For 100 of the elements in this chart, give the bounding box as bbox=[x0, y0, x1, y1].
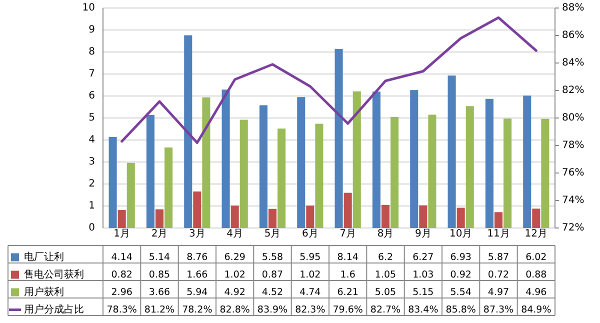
y2-tick-label: 84% bbox=[562, 58, 584, 69]
bar bbox=[306, 206, 314, 228]
data-label: 83.4% bbox=[408, 304, 438, 316]
data-label: 4.92 bbox=[224, 286, 246, 298]
bar bbox=[381, 204, 390, 228]
x-tick-label: 10月 bbox=[449, 228, 472, 240]
bar bbox=[184, 35, 192, 228]
bar bbox=[419, 205, 428, 228]
data-label: 1.05 bbox=[374, 269, 396, 280]
data-label: 1.66 bbox=[186, 269, 208, 280]
data-label: 4.97 bbox=[488, 286, 510, 298]
data-label: 5.95 bbox=[300, 252, 321, 263]
bar bbox=[118, 210, 126, 228]
y-tick-label: 10 bbox=[82, 2, 95, 14]
data-label: 1.03 bbox=[412, 269, 434, 280]
bar bbox=[485, 98, 494, 228]
bar bbox=[222, 90, 230, 228]
y2-tick-label: 78% bbox=[562, 140, 584, 152]
x-tick-label: 12月 bbox=[524, 228, 548, 240]
data-label: 0.82 bbox=[111, 269, 132, 280]
bar bbox=[523, 96, 532, 228]
data-label: 6.21 bbox=[337, 286, 358, 298]
line-series bbox=[120, 16, 538, 144]
x-tick-label: 8月 bbox=[377, 228, 394, 240]
data-label: 6.02 bbox=[526, 252, 547, 263]
y-tick-label: 5 bbox=[88, 112, 95, 124]
y-tick-label: 7 bbox=[88, 68, 95, 80]
x-tick-label: 5月 bbox=[264, 228, 281, 240]
bar bbox=[202, 97, 210, 228]
x-tick-label: 7月 bbox=[340, 228, 356, 240]
bar bbox=[410, 90, 418, 228]
bar bbox=[146, 114, 154, 228]
y-tick-label: 0 bbox=[88, 222, 95, 234]
legend-label: 用户获利 bbox=[24, 286, 64, 298]
data-label: 78.3% bbox=[106, 304, 137, 316]
y2-tick-label: 74% bbox=[562, 195, 584, 206]
data-label: 0.85 bbox=[148, 269, 170, 280]
x-tick-label: 2月 bbox=[151, 228, 168, 240]
data-label: 5.58 bbox=[262, 252, 284, 263]
data-label: 3.66 bbox=[148, 286, 170, 298]
bar bbox=[448, 76, 456, 228]
y2-tick-label: 80% bbox=[562, 112, 584, 124]
bar bbox=[456, 208, 465, 228]
bar bbox=[504, 118, 512, 228]
data-label: 1.6 bbox=[340, 269, 356, 280]
x-tick-label: 1月 bbox=[114, 228, 130, 240]
data-label: 4.14 bbox=[111, 252, 132, 263]
legend-label: 售电公司获利 bbox=[24, 268, 84, 280]
bar bbox=[164, 147, 173, 228]
data-label: 1.02 bbox=[224, 269, 246, 280]
x-tick-label: 3月 bbox=[188, 228, 206, 240]
y2-tick-label: 72% bbox=[562, 222, 584, 234]
data-label: 0.72 bbox=[488, 269, 510, 280]
data-label: 85.8% bbox=[446, 304, 476, 316]
data-label: 84.9% bbox=[521, 304, 552, 316]
bar bbox=[541, 118, 550, 228]
bar bbox=[372, 92, 380, 228]
bar bbox=[344, 192, 352, 228]
y-tick-label: 9 bbox=[88, 24, 95, 36]
bar bbox=[532, 208, 540, 228]
bar bbox=[297, 97, 306, 228]
data-label: 5.87 bbox=[488, 252, 510, 263]
data-label: 0.87 bbox=[262, 269, 284, 280]
data-label: 4.96 bbox=[526, 286, 547, 298]
data-label: 0.88 bbox=[526, 269, 547, 280]
bar bbox=[268, 208, 277, 228]
bar bbox=[334, 48, 343, 228]
data-label: 6.27 bbox=[412, 252, 434, 263]
y2-tick-label: 86% bbox=[562, 30, 584, 42]
bar bbox=[155, 209, 164, 228]
x-tick-label: 6月 bbox=[302, 228, 318, 240]
data-label: 87.3% bbox=[483, 304, 514, 316]
data-label: 82.8% bbox=[220, 304, 250, 316]
bar bbox=[230, 206, 239, 228]
y-tick-label: 2 bbox=[88, 178, 95, 190]
y-tick-label: 6 bbox=[88, 90, 95, 102]
data-label: 4.74 bbox=[300, 286, 321, 298]
data-label: 82.3% bbox=[295, 304, 326, 316]
y2-tick-label: 82% bbox=[562, 85, 584, 96]
bar bbox=[240, 120, 248, 228]
legend-label: 用户分成占比 bbox=[24, 303, 84, 316]
bar bbox=[108, 136, 117, 228]
y-tick-label: 3 bbox=[88, 156, 95, 168]
data-label: 83.9% bbox=[257, 304, 288, 316]
data-label: 6.93 bbox=[450, 252, 472, 263]
data-label: 8.76 bbox=[186, 252, 208, 263]
data-label: 6.29 bbox=[224, 252, 246, 263]
data-label: 78.2% bbox=[182, 304, 212, 316]
data-label: 5.05 bbox=[374, 286, 396, 298]
data-label: 81.2% bbox=[144, 304, 175, 316]
data-label: 82.7% bbox=[370, 304, 401, 316]
bar bbox=[259, 105, 268, 228]
x-tick-label: 11月 bbox=[487, 228, 510, 240]
legend-label: 电厂让利 bbox=[24, 250, 64, 263]
data-label: 1.02 bbox=[300, 269, 321, 280]
data-label: 5.54 bbox=[450, 286, 472, 298]
data-label: 4.52 bbox=[262, 286, 284, 298]
y-tick-label: 1 bbox=[88, 200, 95, 212]
data-label: 5.94 bbox=[186, 286, 208, 298]
data-label: 8.14 bbox=[337, 252, 358, 263]
